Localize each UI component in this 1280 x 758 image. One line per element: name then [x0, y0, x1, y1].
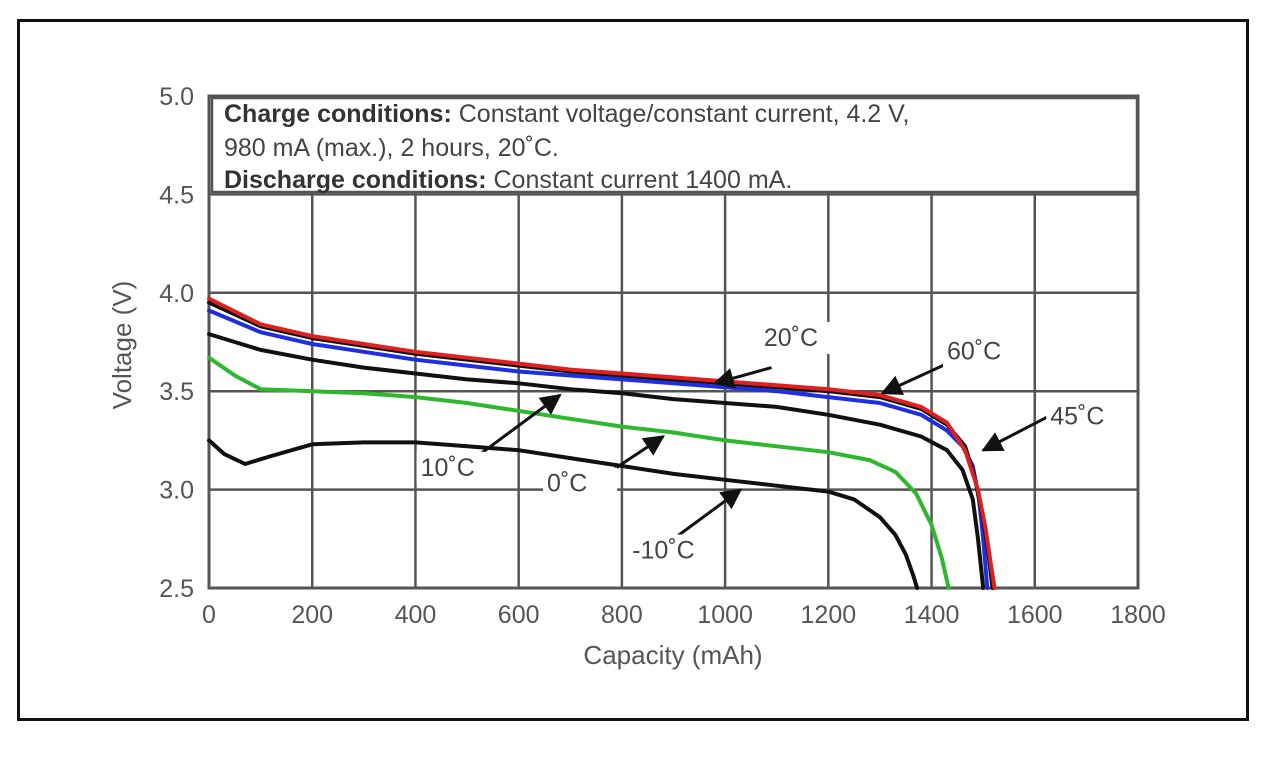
x-tick-label-1200: 1200	[801, 601, 857, 629]
annotation-label-background-0C	[543, 467, 618, 500]
y-tick-label-4: 4.0	[159, 280, 194, 308]
curve-annotations: 20˚C 60˚C 45˚C 10˚C 0˚C -10˚C	[416, 321, 1121, 567]
charge-conditions-line-2: 980 mA (max.), 2 hours, 20˚C.	[224, 134, 559, 162]
annotation-label-background-20C	[759, 321, 834, 354]
series-line-0C	[207, 355, 951, 590]
annotation-label-background-45C	[1046, 400, 1121, 433]
series-lines	[207, 296, 997, 590]
x-tick-label-1800: 1800	[1110, 601, 1166, 629]
annotation-label-10C: 10˚C	[421, 454, 475, 482]
charge-conditions-heading: Charge conditions:	[224, 100, 452, 128]
x-tick-label-1600: 1600	[1007, 601, 1063, 629]
series-line--10C	[207, 438, 920, 590]
y-tick-label-3: 3.0	[159, 477, 194, 505]
tick-labels: 0 200 400 600 800 1000 1200 1400 1600 1800 2.5 3.0 3…	[159, 83, 1166, 629]
x-tick-label-800: 800	[601, 601, 643, 629]
y-tick-label-4.5: 4.5	[159, 181, 194, 209]
annotation-arrow-10C	[476, 393, 562, 458]
annotation-label-0C: 0˚C	[547, 470, 587, 498]
y-tick-label-2.5: 2.5	[159, 575, 194, 603]
annotation-arrow-20C	[712, 366, 772, 389]
y-tick-label-5: 5.0	[159, 83, 194, 111]
annotation-label-45C: 45˚C	[1050, 403, 1104, 431]
y-axis-title: Voltage (V)	[107, 281, 137, 410]
x-tick-label-1000: 1000	[697, 601, 753, 629]
conditions-box-background	[210, 96, 1139, 194]
charge-conditions-line-1: Charge conditions: Constant voltage/cons…	[224, 100, 910, 128]
x-tick-label-0: 0	[202, 601, 216, 629]
charge-conditions-text-1: Constant voltage/constant current, 4.2 V…	[452, 100, 910, 128]
annotation-arrow--10C	[667, 488, 743, 544]
annotation-label-20C: 20˚C	[764, 324, 818, 352]
y-tick-label-3.5: 3.5	[159, 378, 194, 406]
annotation-arrow-60C	[880, 362, 948, 395]
discharge-conditions-line: Discharge conditions: Constant current 1…	[224, 166, 792, 194]
plot-border	[207, 94, 1140, 590]
annotation-label-60C: 60˚C	[947, 338, 1001, 366]
x-tick-label-400: 400	[395, 601, 437, 629]
conditions-box: Charge conditions: Constant voltage/cons…	[210, 96, 1139, 194]
annotation-label-background-60C	[943, 335, 1018, 368]
series-line-45C	[207, 308, 990, 590]
annotation-label-background-10C	[416, 451, 491, 484]
annotation-label--10C: -10˚C	[632, 536, 695, 564]
x-tick-label-200: 200	[291, 601, 333, 629]
x-axis-title: Capacity (mAh)	[583, 640, 762, 670]
discharge-conditions-text: Constant current 1400 mA.	[487, 166, 793, 194]
series-line-10C	[207, 332, 986, 590]
discharge-conditions-heading: Discharge conditions:	[224, 166, 487, 194]
annotation-label-background--10C	[628, 534, 703, 567]
x-tick-label-600: 600	[498, 601, 540, 629]
annotation-arrow-45C	[981, 415, 1049, 452]
x-tick-label-1400: 1400	[904, 601, 960, 629]
